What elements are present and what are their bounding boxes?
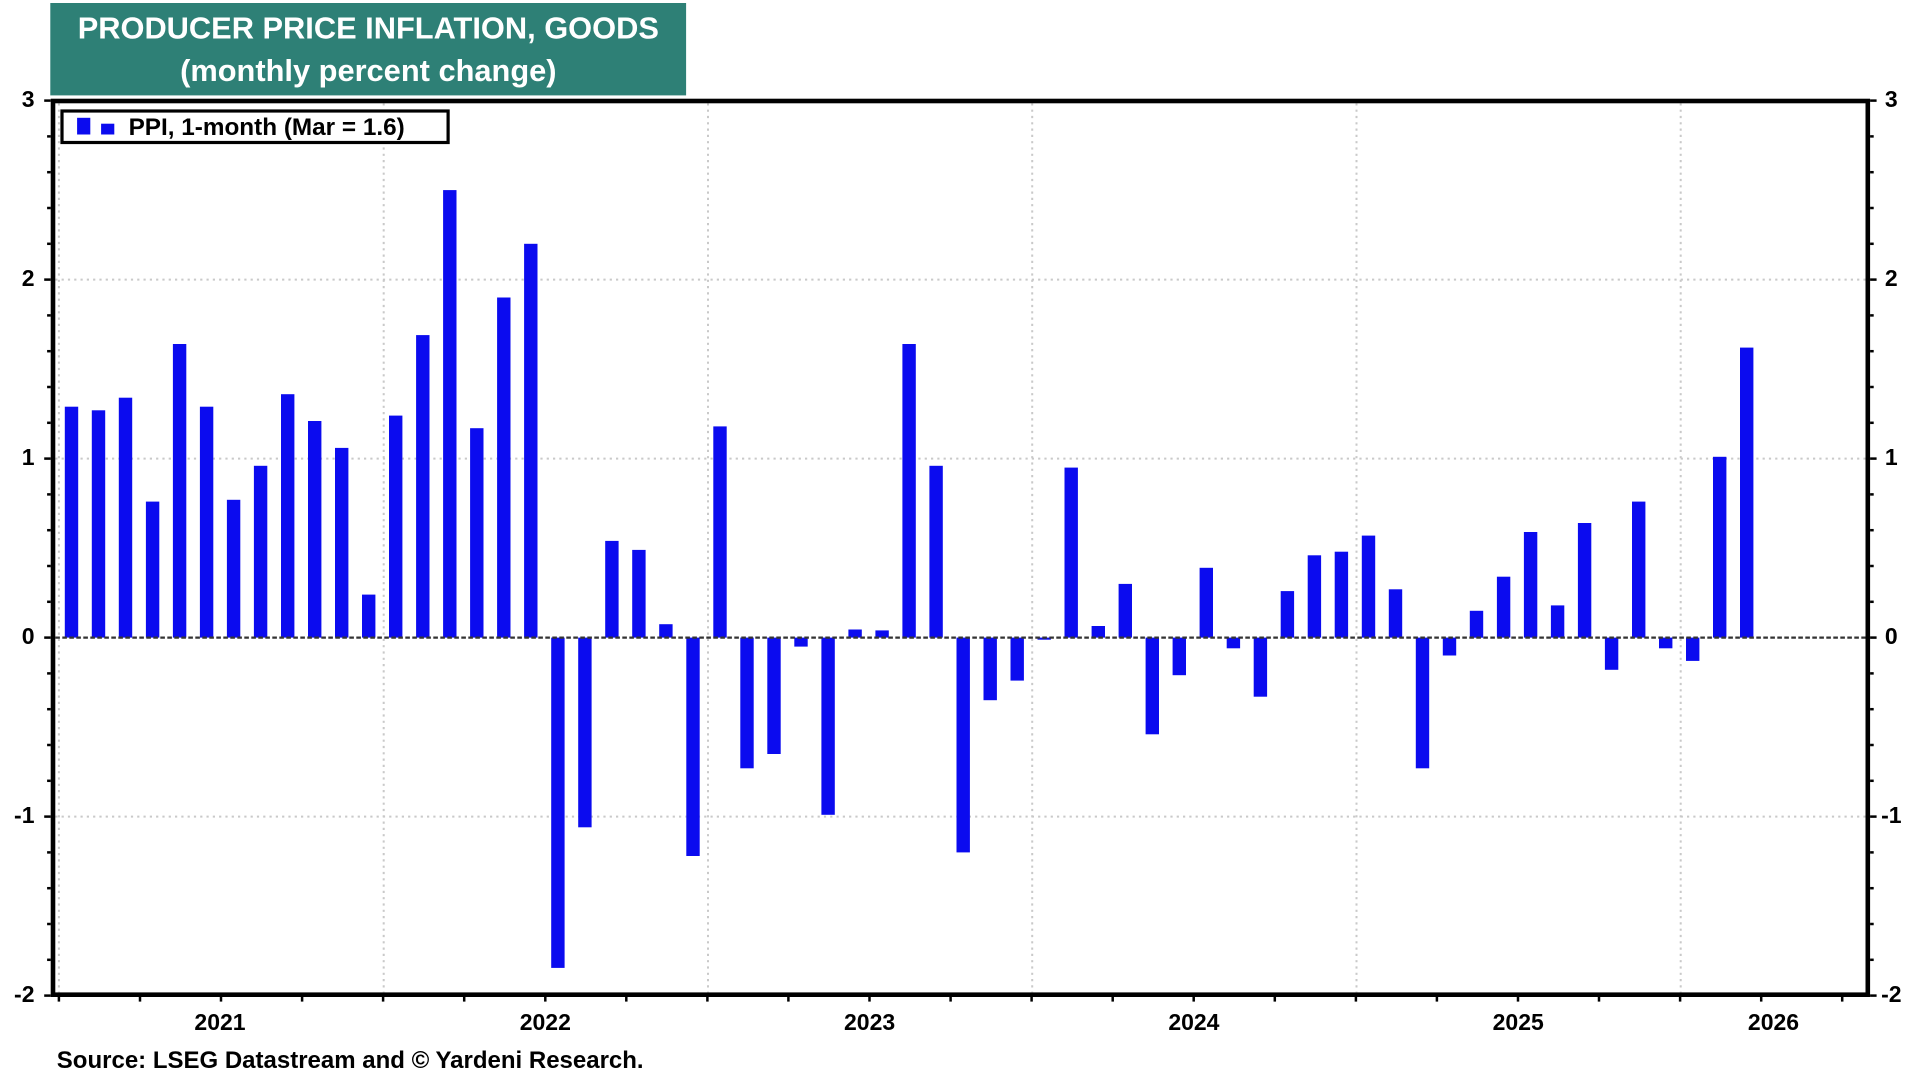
svg-text:0: 0: [22, 623, 35, 649]
svg-text:1: 1: [22, 444, 35, 470]
svg-text:2022: 2022: [520, 1009, 571, 1035]
svg-text:-2: -2: [1881, 981, 1901, 1007]
svg-text:1: 1: [1885, 444, 1898, 470]
svg-text:Source: LSEG Datastream and ©: Source: LSEG Datastream and © Yardeni Re…: [57, 1047, 644, 1074]
svg-text:(monthly percent change): (monthly percent change): [180, 53, 556, 88]
svg-text:3: 3: [1885, 86, 1898, 112]
svg-text:2: 2: [22, 265, 35, 291]
svg-text:PRODUCER PRICE INFLATION, GOOD: PRODUCER PRICE INFLATION, GOODS: [78, 11, 659, 46]
svg-text:2: 2: [1885, 265, 1898, 291]
svg-text:2024: 2024: [1168, 1009, 1219, 1035]
svg-text:PPI, 1-month (Mar = 1.6): PPI, 1-month (Mar = 1.6): [129, 114, 405, 141]
svg-text:2021: 2021: [194, 1009, 245, 1035]
svg-text:-2: -2: [14, 981, 34, 1007]
svg-text:-1: -1: [1881, 802, 1902, 828]
svg-text:2026: 2026: [1748, 1009, 1799, 1035]
svg-text:0: 0: [1885, 623, 1898, 649]
svg-text:3: 3: [22, 86, 35, 112]
svg-text:2025: 2025: [1493, 1009, 1544, 1035]
svg-text:2023: 2023: [844, 1009, 895, 1035]
svg-text:-1: -1: [14, 802, 35, 828]
